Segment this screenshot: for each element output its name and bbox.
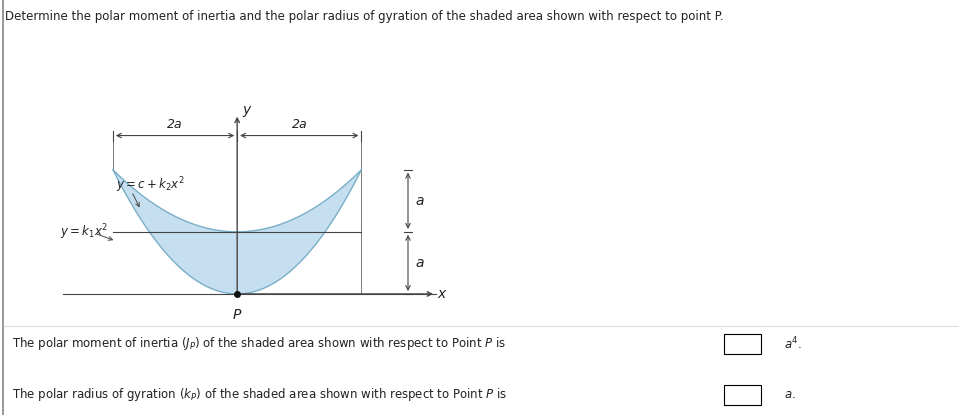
Text: a: a bbox=[416, 194, 424, 208]
Text: x: x bbox=[437, 287, 445, 301]
Text: $a$.: $a$. bbox=[784, 388, 796, 401]
Text: 2a: 2a bbox=[292, 117, 307, 131]
Text: Determine the polar moment of inertia and the polar radius of gyration of the sh: Determine the polar moment of inertia an… bbox=[5, 10, 724, 23]
Text: $y = c + k_2x^2$: $y = c + k_2x^2$ bbox=[116, 176, 185, 195]
Text: $y = k_1x^2$: $y = k_1x^2$ bbox=[60, 222, 108, 242]
Text: $a^4$.: $a^4$. bbox=[784, 335, 802, 352]
Text: P: P bbox=[233, 308, 241, 322]
Text: a: a bbox=[416, 256, 424, 270]
Polygon shape bbox=[113, 170, 361, 294]
Text: The polar radius of gyration ($k_P$) of the shaded area shown with respect to Po: The polar radius of gyration ($k_P$) of … bbox=[12, 386, 508, 403]
Text: 2a: 2a bbox=[167, 117, 182, 131]
Text: y: y bbox=[242, 103, 251, 117]
Text: The polar moment of inertia ($J_P$) of the shaded area shown with respect to Poi: The polar moment of inertia ($J_P$) of t… bbox=[12, 335, 506, 352]
